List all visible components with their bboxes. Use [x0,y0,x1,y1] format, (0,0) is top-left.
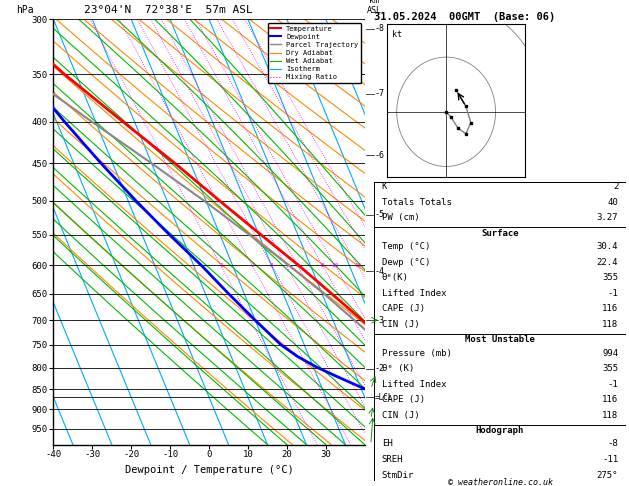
Text: CIN (J): CIN (J) [382,411,420,420]
Text: 1: 1 [219,263,223,268]
Text: -1: -1 [608,289,618,298]
Text: -11: -11 [602,455,618,464]
Text: Lifted Index: Lifted Index [382,380,447,389]
Text: 5: 5 [296,263,299,268]
Text: Pressure (mb): Pressure (mb) [382,348,452,358]
Text: SREH: SREH [382,455,403,464]
Text: 22.4: 22.4 [597,258,618,267]
Text: hPa: hPa [16,5,34,15]
Text: PW (cm): PW (cm) [382,213,420,222]
Text: 40: 40 [608,198,618,207]
Text: 116: 116 [602,304,618,313]
Text: CAPE (J): CAPE (J) [382,395,425,404]
Text: -5: -5 [375,210,385,219]
Text: 23°04'N  72°38'E  57m ASL: 23°04'N 72°38'E 57m ASL [84,5,253,15]
Text: km
ASL: km ASL [367,0,381,15]
Text: Totals Totals: Totals Totals [382,198,452,207]
Text: -7: -7 [375,89,385,98]
Text: 2: 2 [613,182,618,191]
Text: -8: -8 [608,439,618,449]
Text: Hodograph: Hodograph [476,426,524,435]
Text: 2: 2 [250,263,254,268]
Text: 118: 118 [602,411,618,420]
Text: 10: 10 [331,263,338,268]
Text: 15: 15 [354,263,362,268]
Text: 994: 994 [602,348,618,358]
Text: kt: kt [392,31,403,39]
Text: Dewp (°C): Dewp (°C) [382,258,430,267]
Text: -3: -3 [375,316,385,325]
Text: 116: 116 [602,395,618,404]
Text: StmDir: StmDir [382,470,414,480]
Text: © weatheronline.co.uk: © weatheronline.co.uk [448,478,552,486]
Text: 355: 355 [602,364,618,373]
Legend: Temperature, Dewpoint, Parcel Trajectory, Dry Adiabat, Wet Adiabat, Isotherm, Mi: Temperature, Dewpoint, Parcel Trajectory… [267,23,361,83]
Text: -2: -2 [375,364,385,373]
Text: 4: 4 [284,263,288,268]
Text: -4: -4 [375,267,385,276]
Text: 30.4: 30.4 [597,242,618,251]
Text: -8: -8 [375,24,385,33]
Text: 355: 355 [602,273,618,282]
Text: 3.27: 3.27 [597,213,618,222]
Text: θᵉ(K): θᵉ(K) [382,273,409,282]
Text: K: K [382,182,387,191]
Text: θᵉ (K): θᵉ (K) [382,364,414,373]
Text: 8: 8 [321,263,325,268]
Text: -1: -1 [608,380,618,389]
X-axis label: Dewpoint / Temperature (°C): Dewpoint / Temperature (°C) [125,465,294,475]
Text: CAPE (J): CAPE (J) [382,304,425,313]
Text: =LCL: =LCL [375,393,393,402]
Text: CIN (J): CIN (J) [382,320,420,329]
Text: Surface: Surface [481,229,519,238]
Text: 118: 118 [602,320,618,329]
Text: 3: 3 [270,263,274,268]
Text: -6: -6 [375,151,385,160]
Text: Temp (°C): Temp (°C) [382,242,430,251]
Text: EH: EH [382,439,392,449]
Text: 31.05.2024  00GMT  (Base: 06): 31.05.2024 00GMT (Base: 06) [374,12,555,22]
Text: Lifted Index: Lifted Index [382,289,447,298]
Text: 275°: 275° [597,470,618,480]
Text: Most Unstable: Most Unstable [465,335,535,345]
